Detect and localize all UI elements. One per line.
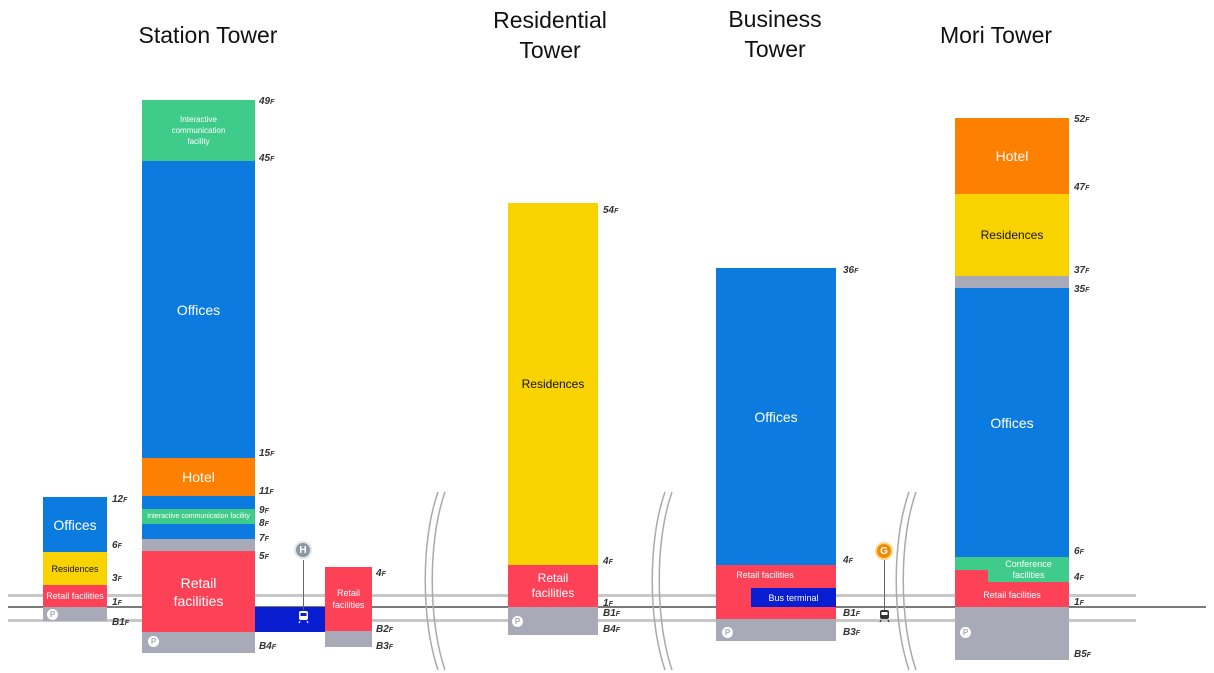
business-bus-terminal: Bus terminal xyxy=(751,588,836,607)
floor-label: B1F xyxy=(603,608,621,619)
station-interactive-communication-facility: Interactive communication facility xyxy=(142,100,255,161)
floor-label: B1F xyxy=(112,617,130,628)
floor-label: 6F xyxy=(112,540,122,551)
business-parking xyxy=(716,619,836,641)
break-separator xyxy=(895,491,910,671)
floor-label: B5F xyxy=(1074,649,1092,660)
break-separator xyxy=(658,491,673,671)
mori-conference-facilities: Conference facilities xyxy=(988,557,1069,582)
title-residential-tower: Residential Tower xyxy=(493,7,607,63)
station-g-pole xyxy=(884,560,885,612)
station-retail: Retail facilities xyxy=(142,551,255,632)
floor-label: 11F xyxy=(259,486,274,497)
business-offices: Offices xyxy=(716,268,836,565)
small-tower-offices: Offices xyxy=(43,497,107,552)
train-icon xyxy=(298,611,309,624)
floor-label: 45F xyxy=(259,153,275,164)
break-separator xyxy=(431,491,446,671)
floor-label: 3F xyxy=(112,573,122,584)
floor-label: 1F xyxy=(1074,597,1084,608)
floor-label: 6F xyxy=(1074,546,1084,557)
station-parking xyxy=(142,632,255,653)
small-tower-parking xyxy=(43,607,107,621)
floor-label: 52F xyxy=(1074,114,1090,125)
floor-label: 4F xyxy=(1074,572,1084,583)
mori-offices: Offices xyxy=(955,288,1069,557)
floor-label: B3F xyxy=(376,641,394,652)
underground-passage xyxy=(255,607,325,632)
title-business-tower: Business Tower xyxy=(728,6,822,62)
floor-label: 54F xyxy=(603,205,619,216)
station-offices: Offices xyxy=(142,161,255,458)
break-separator xyxy=(902,491,917,671)
floor-label: 5F xyxy=(259,551,269,562)
floor-label: 4F xyxy=(603,556,613,567)
floor-label: B4F xyxy=(259,641,277,652)
floor-label: 9F xyxy=(259,505,269,516)
floor-label: 12F xyxy=(112,494,128,505)
station-h-pole xyxy=(303,560,304,610)
mori-parking xyxy=(955,607,1069,660)
floor-label: 49F xyxy=(259,96,275,107)
mori-retail-left xyxy=(955,570,988,582)
annex-parking xyxy=(325,631,372,647)
break-separator xyxy=(424,491,439,671)
residential-residences: Residences xyxy=(508,203,598,565)
station-hotel: Hotel xyxy=(142,458,255,496)
residential-retail: Retail facilities xyxy=(508,565,598,607)
floor-label: B1F xyxy=(843,608,861,619)
station-gray-band xyxy=(142,539,255,551)
floor-label: 47F xyxy=(1074,182,1090,193)
floor-label: 7F xyxy=(259,533,269,544)
parking-icon: P xyxy=(722,627,733,638)
floor-label: 35F xyxy=(1074,284,1090,295)
ground-line-main xyxy=(8,606,1206,608)
floor-label: B3F xyxy=(843,627,861,638)
title-mori-tower: Mori Tower xyxy=(939,22,1053,48)
mori-retail: Retail facilities xyxy=(955,582,1069,607)
station-offices-lower xyxy=(142,496,255,509)
small-tower-retail: Retail facilities xyxy=(43,585,107,607)
train-icon xyxy=(879,610,890,623)
station-offices-band xyxy=(142,524,255,539)
break-separator xyxy=(651,491,666,671)
station-interactive-communication-facility-lower: Interactive communication facility xyxy=(142,509,255,524)
parking-icon: P xyxy=(960,627,971,638)
floor-label: 4F xyxy=(843,555,853,566)
small-tower-residences: Residences xyxy=(43,552,107,585)
mori-residences: Residences xyxy=(955,194,1069,276)
floor-label: 4F xyxy=(376,568,386,579)
floor-label: 36F xyxy=(843,265,859,276)
parking-icon: P xyxy=(512,616,523,627)
mori-gray-band xyxy=(955,276,1069,288)
mori-conference-left-strip xyxy=(955,557,988,570)
annex-retail: Retail facilities xyxy=(325,567,372,631)
station-g-icon: G xyxy=(875,542,893,560)
floor-label: 1F xyxy=(112,597,122,608)
mori-hotel: Hotel xyxy=(955,118,1069,194)
parking-icon: P xyxy=(148,636,159,647)
station-h-icon: H xyxy=(294,541,312,559)
title-station-tower: Station Tower xyxy=(138,22,278,48)
residential-parking xyxy=(508,607,598,635)
floor-label: 15F xyxy=(259,448,275,459)
floor-label: 37F xyxy=(1074,265,1090,276)
floor-label: B4F xyxy=(603,624,621,635)
floor-label: B2F xyxy=(376,624,394,635)
parking-icon: P xyxy=(47,609,58,620)
floor-label: 1F xyxy=(603,598,613,609)
floor-label: 8F xyxy=(259,518,269,529)
